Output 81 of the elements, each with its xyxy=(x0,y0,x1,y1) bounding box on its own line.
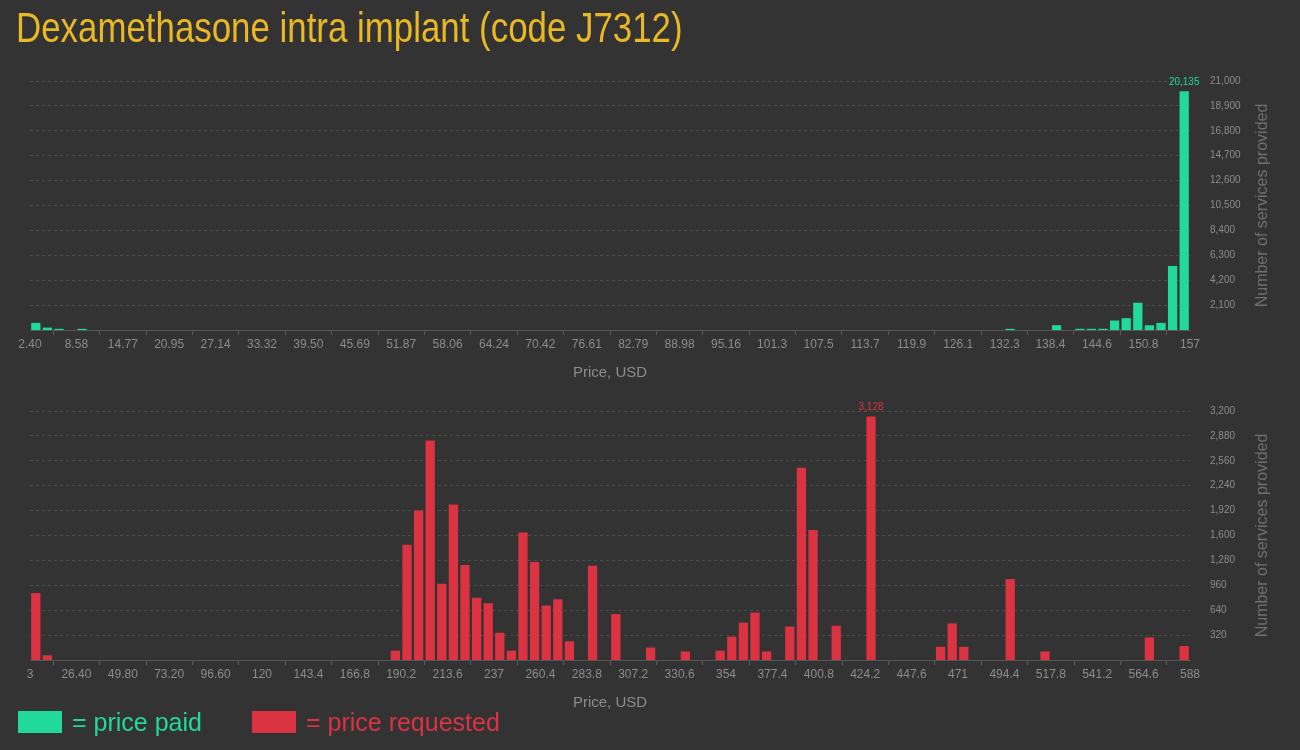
x-tick-label: 283.8 xyxy=(571,666,603,681)
x-tick-label: 101.3 xyxy=(757,336,788,351)
x-tick-label: 564.6 xyxy=(1128,666,1159,681)
y-tick-label: 8,400 xyxy=(1210,224,1236,236)
y-tick-label: 1,280 xyxy=(1210,554,1236,566)
x-tick-label: 213.6 xyxy=(432,666,463,681)
x-tick-label: 49.80 xyxy=(107,666,139,681)
x-tick-label: 95.16 xyxy=(710,336,742,351)
x-tick-label: 39.50 xyxy=(293,336,324,351)
x-tick-label: 119.9 xyxy=(897,336,927,351)
y-axis-title: Number of services provided xyxy=(1253,103,1271,308)
x-tick-label: 73.20 xyxy=(154,666,185,681)
chart-title: Dexamethasone intra implant (code J7312) xyxy=(16,4,683,52)
x-tick-label: 330.6 xyxy=(664,666,695,681)
x-tick-label: 27.14 xyxy=(200,336,231,351)
x-tick-label: 447.6 xyxy=(896,666,927,681)
y-tick-label: 320 xyxy=(1210,628,1228,640)
x-tick-label: 88.98 xyxy=(664,336,695,351)
x-tick-label: 70.42 xyxy=(525,336,556,351)
x-tick-label: 494.4 xyxy=(989,666,1020,681)
x-tick-label: 76.61 xyxy=(571,336,603,351)
y-tick-label: 6,300 xyxy=(1210,249,1236,261)
y-axis-title: Number of services provided xyxy=(1253,433,1271,638)
x-tick-label: 120 xyxy=(251,666,273,681)
legend-label: = price paid xyxy=(72,708,202,736)
x-tick-label: 150.8 xyxy=(1128,336,1159,351)
y-tick-label: 21,000 xyxy=(1210,74,1242,86)
x-tick-label: 26.40 xyxy=(61,666,92,681)
x-tick-label: 307.2 xyxy=(618,666,649,681)
x-tick-label: 113.7 xyxy=(850,336,880,351)
x-tick-label: 58.06 xyxy=(432,336,463,351)
x-tick-label: 354 xyxy=(715,666,737,681)
x-tick-label: 33.32 xyxy=(246,336,278,351)
x-tick-label: 64.24 xyxy=(478,336,510,351)
y-tick-label: 14,700 xyxy=(1210,149,1242,161)
x-axis-title: Price, USD xyxy=(572,693,648,711)
x-tick-label: 424.2 xyxy=(850,666,881,681)
y-tick-label: 1,600 xyxy=(1210,529,1236,541)
x-tick-label: 190.2 xyxy=(386,666,417,681)
x-tick-label: 377.4 xyxy=(757,666,788,681)
y-tick-label: 16,800 xyxy=(1210,124,1242,136)
data-label: 20,135 xyxy=(1168,76,1200,88)
x-tick-label: 143.4 xyxy=(293,666,324,681)
x-tick-label: 157 xyxy=(1179,336,1201,351)
x-tick-label: 3 xyxy=(26,666,34,681)
x-tick-label: 237 xyxy=(483,666,505,681)
x-tick-label: 51.87 xyxy=(386,336,417,351)
x-tick-label: 20.95 xyxy=(154,336,185,351)
x-tick-label: 126.1 xyxy=(943,336,974,351)
y-tick-label: 960 xyxy=(1210,579,1228,591)
x-tick-label: 82.79 xyxy=(618,336,649,351)
y-tick-label: 2,240 xyxy=(1210,479,1236,491)
x-tick-label: 471 xyxy=(947,666,969,681)
x-tick-label: 8.58 xyxy=(64,336,89,351)
legend-label: = price requested xyxy=(305,708,500,736)
y-tick-label: 2,560 xyxy=(1210,454,1236,466)
x-tick-label: 45.69 xyxy=(339,336,371,351)
y-tick-label: 2,100 xyxy=(1210,298,1236,310)
y-tick-label: 2,880 xyxy=(1210,429,1236,441)
data-label: 3,128 xyxy=(858,401,884,413)
x-tick-label: 260.4 xyxy=(525,666,556,681)
x-tick-label: 144.6 xyxy=(1081,336,1113,351)
y-tick-label: 4,200 xyxy=(1210,273,1236,285)
y-tick-label: 640 xyxy=(1210,603,1228,615)
x-tick-label: 14.77 xyxy=(107,336,139,351)
x-tick-label: 96.60 xyxy=(200,666,231,681)
y-tick-label: 3,200 xyxy=(1210,404,1236,416)
x-tick-label: 166.8 xyxy=(339,666,371,681)
x-tick-label: 517.8 xyxy=(1035,666,1067,681)
x-tick-label: 2.40 xyxy=(18,336,42,351)
y-tick-label: 12,600 xyxy=(1210,174,1242,186)
x-tick-label: 588 xyxy=(1179,666,1201,681)
x-tick-label: 107.5 xyxy=(803,336,834,351)
x-tick-label: 138.4 xyxy=(1035,336,1066,351)
x-axis-title: Price, USD xyxy=(572,363,648,381)
y-tick-label: 18,900 xyxy=(1210,99,1242,111)
x-tick-label: 132.3 xyxy=(989,336,1021,351)
y-tick-label: 1,920 xyxy=(1210,504,1236,516)
y-tick-label: 10,500 xyxy=(1210,199,1242,211)
x-tick-label: 400.8 xyxy=(803,666,835,681)
x-tick-label: 541.2 xyxy=(1082,666,1113,681)
